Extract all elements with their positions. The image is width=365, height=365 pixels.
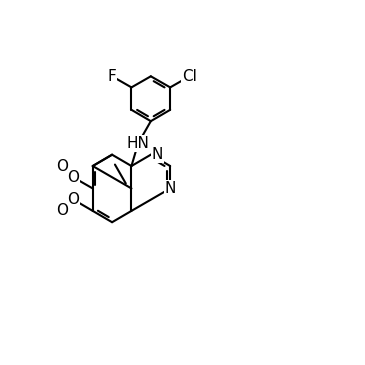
Text: Cl: Cl [182,69,197,84]
Text: O: O [57,203,69,218]
Text: O: O [68,192,79,207]
Text: O: O [57,158,69,173]
Text: HN: HN [127,136,150,151]
Text: N: N [152,147,164,162]
Text: O: O [68,170,79,185]
Text: F: F [108,69,116,84]
Text: N: N [165,181,176,196]
